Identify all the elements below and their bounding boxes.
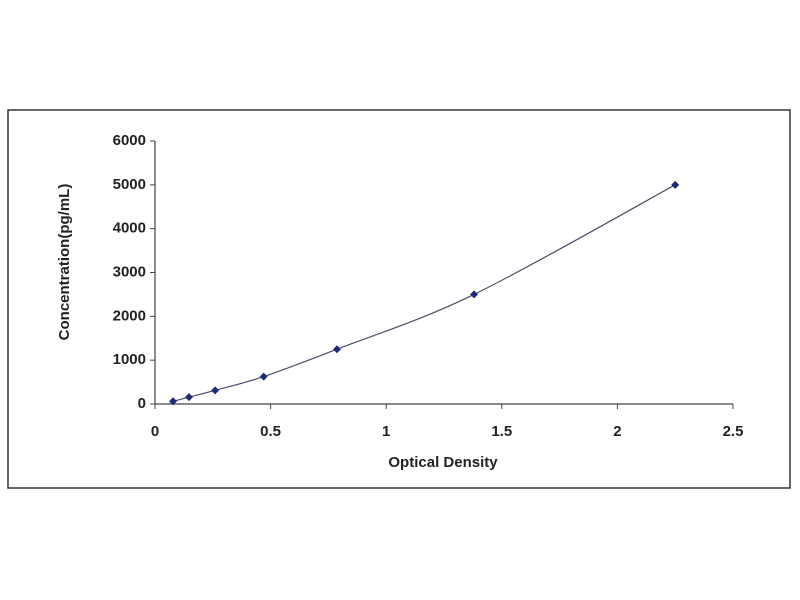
x-tick-label: 2.5 (723, 423, 744, 440)
x-tick-label: 0 (151, 423, 159, 440)
x-tick-label: 1 (382, 423, 390, 440)
data-point (184, 393, 193, 402)
y-tick-label: 5000 (113, 176, 146, 193)
data-point (259, 372, 268, 381)
y-tick-label: 6000 (113, 132, 146, 149)
x-tick-label: 1.5 (491, 423, 512, 440)
y-tick-label: 0 (138, 395, 146, 412)
y-tick-label: 4000 (113, 220, 146, 237)
x-axis-title: Optical Density (388, 454, 498, 471)
y-tick-label: 1000 (113, 351, 146, 368)
fit-curve (172, 184, 676, 402)
data-point (332, 345, 341, 354)
data-point (211, 386, 220, 395)
x-tick-label: 0.5 (260, 423, 281, 440)
data-point (671, 180, 680, 189)
chart-frame (7, 109, 791, 489)
y-tick-label: 2000 (113, 307, 146, 324)
y-tick-label: 3000 (113, 263, 146, 280)
data-point (169, 397, 178, 406)
y-axis-title: Concentration(pg/mL) (56, 184, 73, 341)
x-tick-label: 2 (613, 423, 621, 440)
data-point (470, 290, 479, 299)
